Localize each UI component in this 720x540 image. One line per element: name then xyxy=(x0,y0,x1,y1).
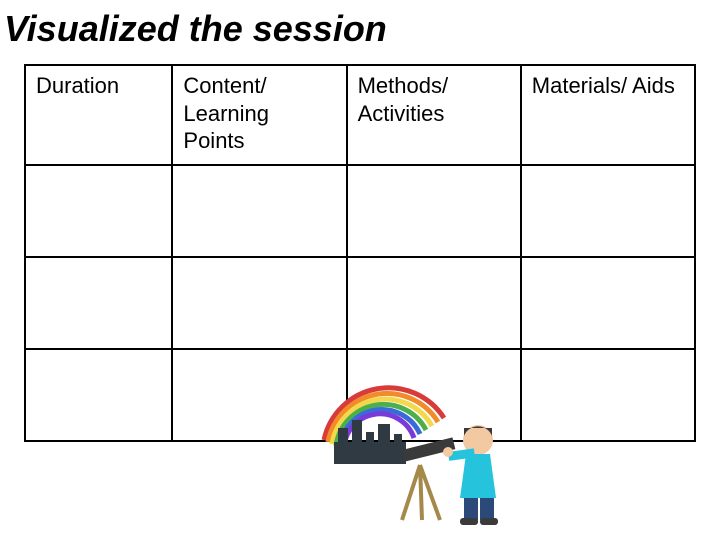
cell xyxy=(25,257,172,349)
cell xyxy=(347,165,521,257)
table-row xyxy=(25,165,695,257)
cell xyxy=(521,349,695,441)
col-header-materials: Materials/ Aids xyxy=(521,65,695,165)
cell xyxy=(521,257,695,349)
cell xyxy=(172,257,346,349)
session-table-container: Duration Content/ Learning Points Method… xyxy=(0,64,720,442)
page-title: Visualized the session xyxy=(0,0,720,64)
cell xyxy=(347,257,521,349)
col-header-content: Content/ Learning Points xyxy=(172,65,346,165)
cell xyxy=(25,165,172,257)
cell xyxy=(172,165,346,257)
cell xyxy=(347,349,521,441)
table-row xyxy=(25,257,695,349)
cell xyxy=(25,349,172,441)
table-row xyxy=(25,349,695,441)
col-header-methods: Methods/ Activities xyxy=(347,65,521,165)
session-table: Duration Content/ Learning Points Method… xyxy=(24,64,696,442)
col-header-duration: Duration xyxy=(25,65,172,165)
table-header-row: Duration Content/ Learning Points Method… xyxy=(25,65,695,165)
cell xyxy=(521,165,695,257)
cell xyxy=(172,349,346,441)
